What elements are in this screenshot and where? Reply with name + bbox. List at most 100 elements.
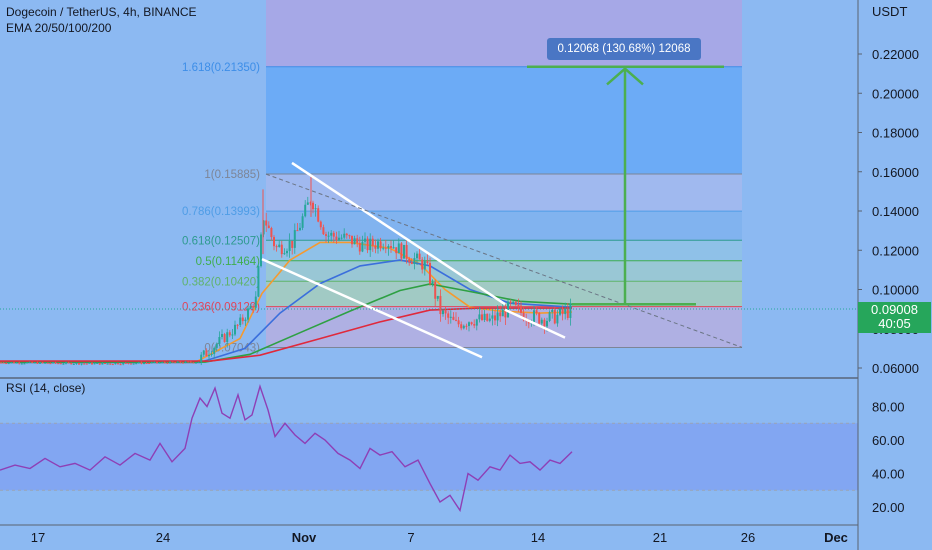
candle-body xyxy=(418,253,421,260)
candle-body xyxy=(75,362,78,364)
candle-body xyxy=(273,237,275,247)
candle-body xyxy=(371,238,374,246)
candle-body xyxy=(228,332,231,336)
candle-body xyxy=(96,362,99,364)
candle-body xyxy=(161,362,164,364)
candle-body xyxy=(468,322,470,326)
candle-body xyxy=(252,306,255,308)
candle-body xyxy=(106,363,109,365)
candle-body xyxy=(348,235,351,237)
candle-body xyxy=(189,361,192,363)
candle-body xyxy=(514,301,517,305)
candle-body xyxy=(499,312,502,317)
rsi-tick-label: 40.00 xyxy=(872,467,905,482)
candle-body xyxy=(49,363,52,365)
rsi-line xyxy=(0,384,573,513)
candle-body xyxy=(566,308,569,318)
candle-body xyxy=(512,301,515,303)
candle-body xyxy=(559,308,561,315)
candle-body xyxy=(13,362,15,364)
candle-body xyxy=(478,314,481,320)
fib-zone xyxy=(266,306,742,348)
time-tick-label: 7 xyxy=(407,530,414,545)
candle-body xyxy=(93,363,96,365)
candle-body xyxy=(533,310,535,323)
rsi-tick-label: 80.00 xyxy=(872,400,905,415)
candle-body xyxy=(416,253,418,259)
candle-body xyxy=(564,308,567,315)
candle-body xyxy=(280,244,283,255)
price-axis-background xyxy=(858,0,932,550)
candle-body xyxy=(319,221,322,228)
candle-body xyxy=(137,362,140,364)
candle-body xyxy=(379,241,382,249)
candle-body xyxy=(197,361,200,363)
candle-body xyxy=(143,362,145,364)
price-tick-label: 0.10000 xyxy=(872,283,919,298)
candle-body xyxy=(283,253,286,255)
candle-body xyxy=(395,247,398,254)
candle-body xyxy=(249,306,252,309)
candle-body xyxy=(70,362,73,365)
fib-zone xyxy=(266,174,742,212)
candle-body xyxy=(481,314,483,320)
candle-body xyxy=(548,312,551,321)
candle-body xyxy=(488,318,491,321)
candle-body xyxy=(52,362,54,364)
candle-body xyxy=(72,363,75,365)
candle-body xyxy=(455,319,457,321)
candle-body xyxy=(387,246,390,249)
candle-body xyxy=(442,310,444,315)
candle-body xyxy=(158,362,161,364)
candle-body xyxy=(286,250,288,254)
candle-body xyxy=(449,316,452,318)
candle-body xyxy=(171,361,174,363)
candle-body xyxy=(215,343,218,348)
candle-body xyxy=(200,354,203,362)
candle-body xyxy=(46,362,49,364)
candle-body xyxy=(457,320,460,325)
candle-body xyxy=(192,362,195,364)
candle-body xyxy=(31,361,34,363)
candle-body xyxy=(522,312,525,321)
candle-body xyxy=(124,362,127,364)
fib-zone xyxy=(266,240,742,261)
candle-body xyxy=(546,320,548,327)
candle-body xyxy=(507,301,509,318)
fib-zone xyxy=(266,260,742,282)
candle-body xyxy=(54,362,57,364)
candles xyxy=(0,175,572,366)
candle-body xyxy=(374,245,377,249)
time-tick-label: 21 xyxy=(653,530,667,545)
candle-body xyxy=(299,227,301,231)
time-tick-label: Nov xyxy=(292,530,317,545)
candle-body xyxy=(301,216,304,228)
candle-body xyxy=(0,362,2,364)
time-tick-label: 14 xyxy=(531,530,545,545)
candle-body xyxy=(254,296,257,308)
candle-body xyxy=(148,363,151,365)
wedge-lower-line xyxy=(261,257,483,359)
candle-body xyxy=(226,332,229,342)
candle-body xyxy=(364,238,366,242)
candle-body xyxy=(288,240,291,251)
candle-body xyxy=(28,361,31,363)
drawings[interactable] xyxy=(0,65,858,359)
candle-body xyxy=(403,244,405,259)
fibonacci-retracement[interactable]: 1.618(0.21350) 1(0.15885) 0.786(0.13993) 0.… xyxy=(182,0,742,355)
candle-body xyxy=(351,235,353,245)
candle-body xyxy=(460,324,463,329)
candle-body xyxy=(218,336,221,344)
candle-body xyxy=(338,237,340,241)
wedge-extension-line xyxy=(504,308,566,339)
candle-body xyxy=(184,361,187,363)
candle-body xyxy=(312,202,314,210)
candle-body xyxy=(153,361,156,363)
candle-body xyxy=(436,295,439,299)
candle-body xyxy=(182,362,184,364)
time-tick-label: Dec xyxy=(824,530,848,545)
candle-body xyxy=(260,234,262,267)
candle-body xyxy=(410,262,413,264)
candle-body xyxy=(205,350,208,357)
